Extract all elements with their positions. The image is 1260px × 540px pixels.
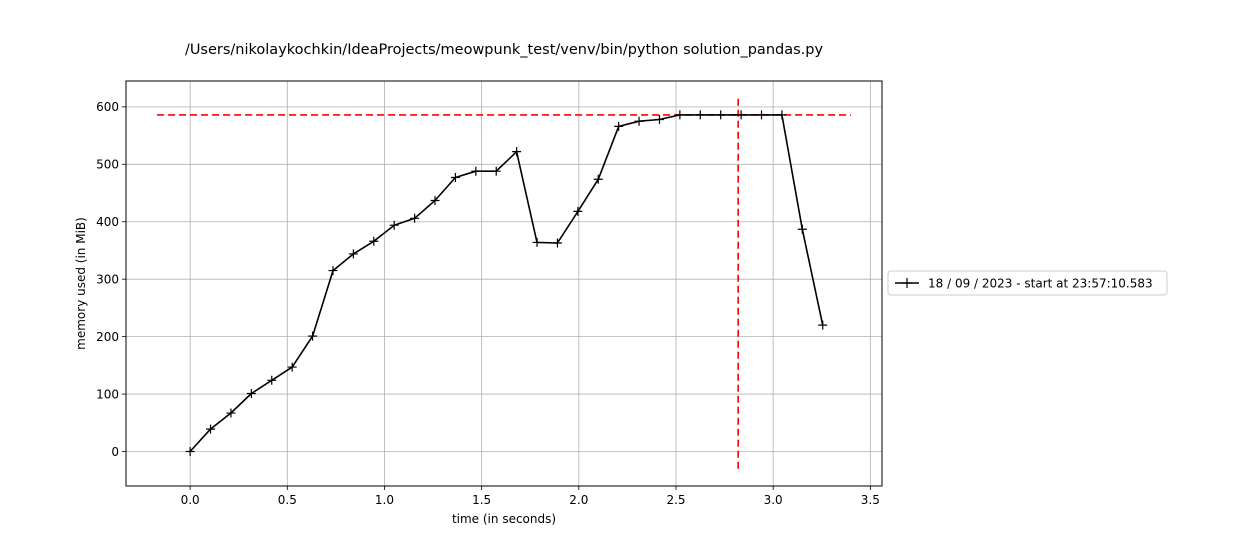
x-axis-label: time (in seconds) — [452, 512, 556, 526]
data-point-marker — [491, 166, 501, 176]
y-tick-label: 200 — [96, 330, 119, 344]
x-tick-label: 0.0 — [181, 493, 200, 507]
data-point-marker — [634, 116, 644, 126]
data-point-marker — [716, 110, 726, 120]
data-point-marker — [593, 174, 603, 184]
x-tick-label: 3.0 — [764, 493, 783, 507]
data-point-marker — [614, 121, 624, 131]
data-point-marker — [410, 213, 420, 223]
plot-area-frame — [125, 80, 883, 487]
data-point-marker — [471, 166, 481, 176]
y-tick-label: 500 — [96, 158, 119, 172]
y-tick-label: 300 — [96, 272, 119, 286]
data-point-marker — [654, 114, 664, 124]
data-point-marker — [675, 110, 685, 120]
legend-marker-swatch — [902, 278, 912, 288]
data-point-marker — [389, 220, 399, 230]
data-point-marker — [246, 389, 256, 399]
data-point-marker — [532, 237, 542, 247]
x-tick-label: 3.5 — [861, 493, 880, 507]
data-point-marker — [369, 236, 379, 246]
legend: 18 / 09 / 2023 - start at 23:57:10.583 — [887, 270, 1168, 296]
data-point-marker — [777, 110, 787, 120]
data-point-marker — [430, 195, 440, 205]
legend-entry-label: 18 / 09 / 2023 - start at 23:57:10.583 — [928, 277, 1153, 291]
data-point-marker — [757, 110, 767, 120]
y-axis-label: memory used (in MiB) — [74, 217, 88, 350]
data-point-marker — [348, 249, 358, 259]
data-point-marker — [736, 110, 746, 120]
legend-frame — [887, 270, 1168, 296]
data-point-marker — [328, 266, 338, 276]
y-tick-label: 400 — [96, 215, 119, 229]
data-point-marker — [206, 424, 216, 434]
data-point-marker — [818, 320, 828, 330]
data-point-marker — [226, 408, 236, 418]
data-point-marker — [512, 147, 522, 157]
y-tick-label: 600 — [96, 100, 119, 114]
x-tick-label: 1.0 — [375, 493, 394, 507]
data-point-marker — [695, 110, 705, 120]
y-tick-label: 100 — [96, 387, 119, 401]
x-axis-ticks: 0.0 0.5 1.0 1.5 2.0 2.5 3.0 3.5 — [181, 486, 880, 507]
data-point-marker — [573, 206, 583, 216]
x-tick-label: 1.5 — [472, 493, 491, 507]
series-line — [185, 110, 828, 457]
x-tick-label: 0.5 — [278, 493, 297, 507]
chart-title: /Users/nikolaykochkin/IdeaProjects/meowp… — [185, 42, 824, 58]
data-point-marker — [797, 224, 807, 234]
data-point-marker — [308, 331, 318, 341]
x-tick-label: 2.5 — [666, 493, 685, 507]
x-tick-label: 2.0 — [569, 493, 588, 507]
data-point-marker — [450, 173, 460, 183]
data-point-marker — [185, 447, 195, 457]
y-tick-label: 0 — [111, 445, 119, 459]
data-point-marker — [267, 375, 277, 385]
data-point-marker — [287, 362, 297, 372]
y-axis-ticks: 0 100 200 300 400 500 600 — [96, 100, 126, 459]
data-point-marker — [552, 238, 562, 248]
